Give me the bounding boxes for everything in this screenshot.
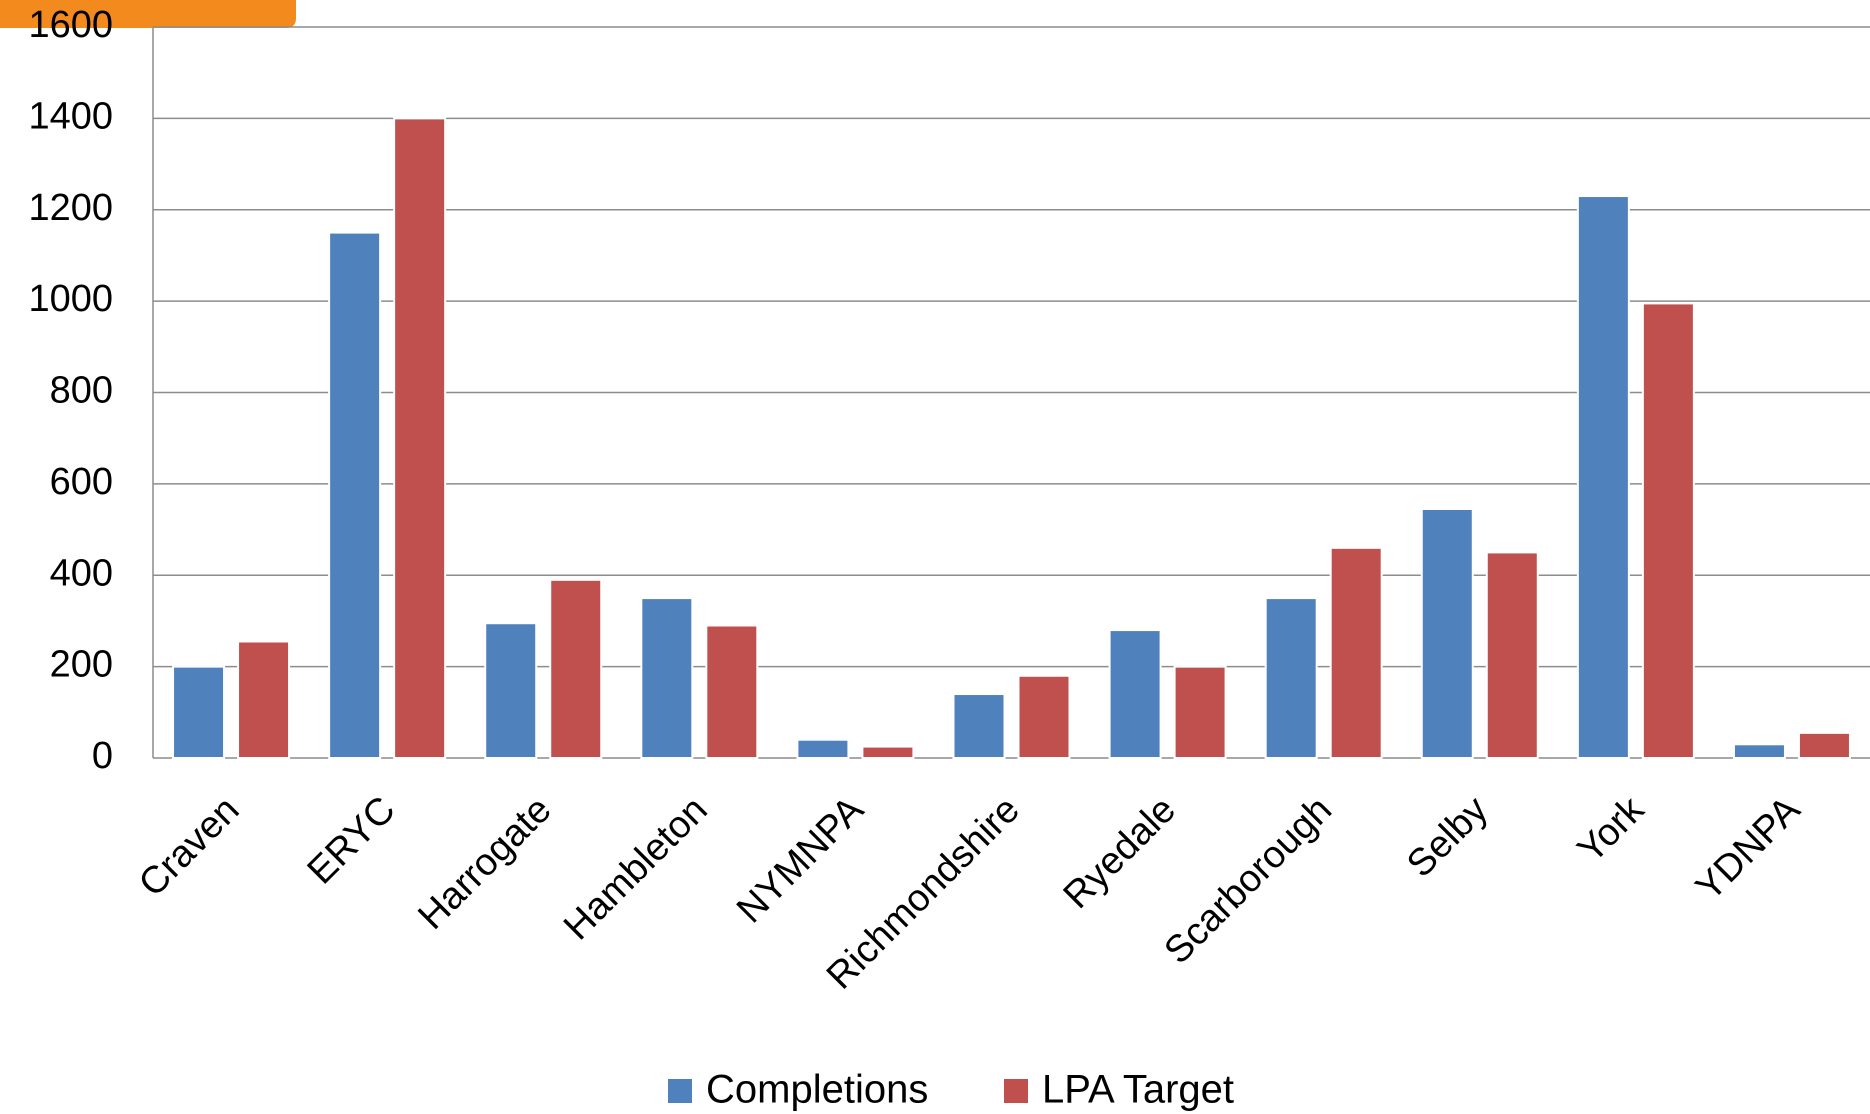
- bar: [952, 693, 1006, 759]
- bar: [705, 624, 759, 759]
- bar: [796, 738, 850, 759]
- bar: [861, 745, 915, 759]
- y-tick-label: 1200: [28, 187, 113, 229]
- bar: [1173, 665, 1227, 759]
- bar: [1641, 302, 1695, 759]
- bar: [1108, 629, 1162, 760]
- bar: [1797, 731, 1851, 760]
- bar: [549, 578, 603, 759]
- bar: [1264, 597, 1318, 759]
- legend-swatch: [1004, 1079, 1028, 1103]
- y-tick-label: 800: [50, 370, 113, 412]
- bar: [484, 622, 538, 759]
- x-tick-label: Selby: [1399, 789, 1496, 886]
- x-tick-label: Harrogate: [410, 789, 559, 938]
- bar: [172, 665, 226, 759]
- y-tick-label: 200: [50, 644, 113, 686]
- bar: [1732, 743, 1786, 760]
- x-tick-label: Craven: [131, 789, 247, 905]
- bar: [640, 597, 694, 759]
- bar: [1485, 551, 1539, 759]
- y-tick-label: 1000: [28, 278, 113, 320]
- badge: [0, 0, 296, 28]
- y-tick-label: 600: [50, 461, 113, 503]
- x-tick-label: NYMNPA: [729, 788, 872, 931]
- bar: [237, 640, 291, 760]
- bar: [1017, 674, 1071, 760]
- legend-label: LPA Target: [1042, 1068, 1234, 1112]
- bar: [393, 117, 447, 759]
- y-tick-label: 400: [50, 552, 113, 594]
- legend-label: Completions: [706, 1068, 928, 1112]
- x-tick-label: ERYC: [300, 789, 404, 893]
- y-tick-label: 0: [92, 735, 113, 777]
- y-tick-label: 1400: [28, 95, 113, 137]
- y-tick-label: 1600: [28, 4, 113, 46]
- x-tick-label: Ryedale: [1056, 789, 1184, 917]
- bar: [1420, 508, 1474, 759]
- bar: [1329, 546, 1383, 760]
- bar: [328, 231, 382, 759]
- x-tick-label: York: [1570, 788, 1653, 871]
- legend-swatch: [668, 1079, 692, 1103]
- x-tick-label: YDNPA: [1688, 788, 1809, 909]
- bar: [1576, 195, 1630, 759]
- x-tick-label: Hambleton: [556, 789, 716, 949]
- x-tick-label: Scarborough: [1156, 789, 1340, 973]
